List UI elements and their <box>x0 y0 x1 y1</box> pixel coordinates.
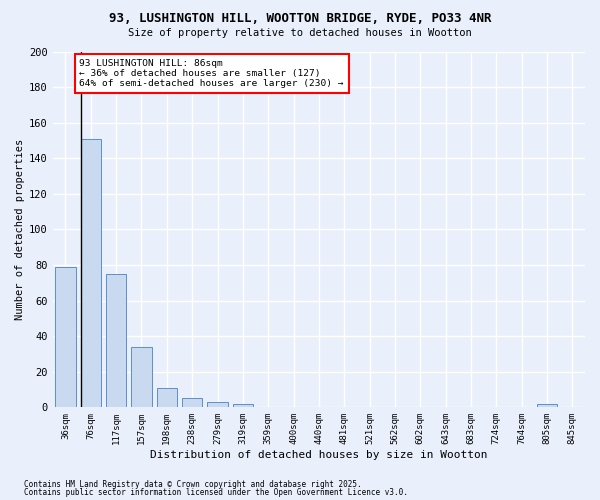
Text: Contains HM Land Registry data © Crown copyright and database right 2025.: Contains HM Land Registry data © Crown c… <box>24 480 362 489</box>
Bar <box>157 388 177 407</box>
Text: 93, LUSHINGTON HILL, WOOTTON BRIDGE, RYDE, PO33 4NR: 93, LUSHINGTON HILL, WOOTTON BRIDGE, RYD… <box>109 12 491 26</box>
Bar <box>80 138 101 407</box>
Bar <box>55 267 76 408</box>
Bar <box>537 404 557 407</box>
Bar <box>106 274 126 407</box>
Bar <box>131 347 152 408</box>
Text: Size of property relative to detached houses in Wootton: Size of property relative to detached ho… <box>128 28 472 38</box>
Bar <box>208 402 227 407</box>
Text: 93 LUSHINGTON HILL: 86sqm
← 36% of detached houses are smaller (127)
64% of semi: 93 LUSHINGTON HILL: 86sqm ← 36% of detac… <box>79 58 344 88</box>
X-axis label: Distribution of detached houses by size in Wootton: Distribution of detached houses by size … <box>150 450 488 460</box>
Bar <box>182 398 202 407</box>
Bar <box>233 404 253 407</box>
Y-axis label: Number of detached properties: Number of detached properties <box>15 139 25 320</box>
Text: Contains public sector information licensed under the Open Government Licence v3: Contains public sector information licen… <box>24 488 408 497</box>
